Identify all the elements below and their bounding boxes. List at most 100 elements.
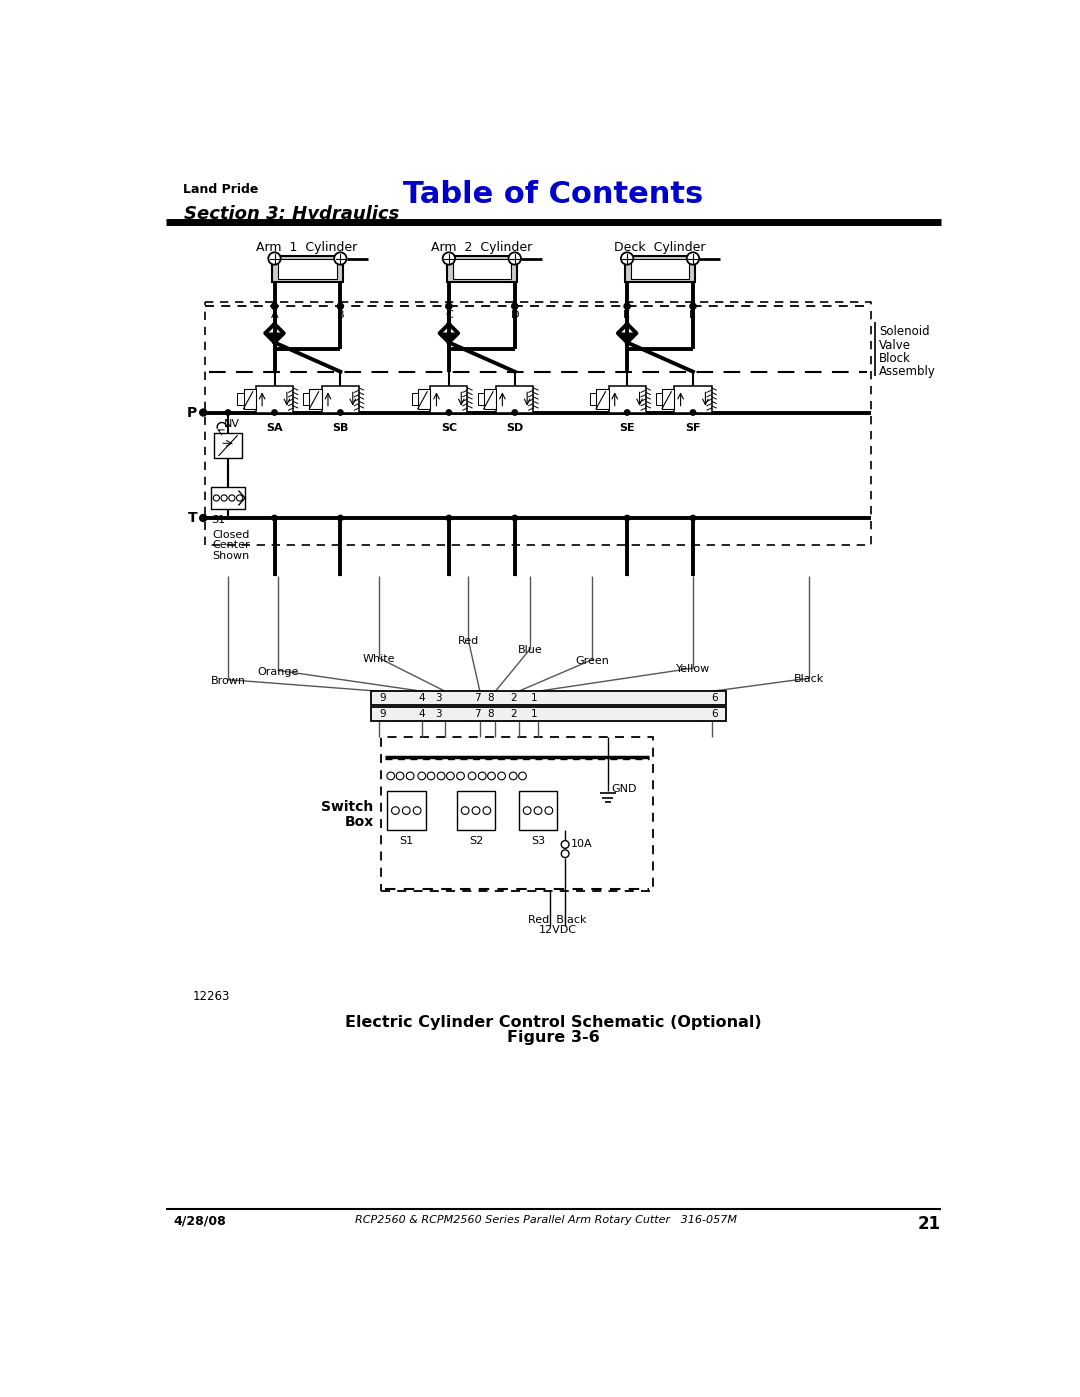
Text: S2: S2 xyxy=(469,835,483,847)
Circle shape xyxy=(229,495,235,502)
Polygon shape xyxy=(266,334,284,342)
Circle shape xyxy=(403,806,410,814)
Text: 2: 2 xyxy=(511,708,517,718)
Circle shape xyxy=(338,515,343,521)
Bar xyxy=(484,390,496,409)
Bar xyxy=(381,738,652,891)
Bar xyxy=(662,390,674,409)
Text: 8: 8 xyxy=(487,708,494,718)
Bar xyxy=(303,393,309,405)
Circle shape xyxy=(624,303,631,309)
Text: 4: 4 xyxy=(418,693,426,703)
Circle shape xyxy=(338,409,343,415)
Text: 4: 4 xyxy=(418,708,426,718)
Circle shape xyxy=(518,773,526,780)
Circle shape xyxy=(624,409,630,415)
Text: 3: 3 xyxy=(435,693,442,703)
Bar xyxy=(256,386,293,412)
Text: NV: NV xyxy=(225,419,240,429)
Bar xyxy=(238,393,243,405)
Text: P: P xyxy=(187,405,197,419)
Circle shape xyxy=(272,515,278,521)
Text: Electric Cylinder Control Schematic (Optional): Electric Cylinder Control Schematic (Opt… xyxy=(346,1014,761,1030)
Text: Section 3: Hydraulics: Section 3: Hydraulics xyxy=(184,204,400,222)
Circle shape xyxy=(545,806,553,814)
Bar xyxy=(453,260,511,278)
Text: Orange: Orange xyxy=(258,666,299,676)
Text: 3: 3 xyxy=(435,708,442,718)
Bar xyxy=(477,393,484,405)
Circle shape xyxy=(268,253,281,264)
Text: 4/28/08: 4/28/08 xyxy=(174,1215,227,1228)
Text: SF: SF xyxy=(685,423,701,433)
Circle shape xyxy=(478,773,486,780)
Bar xyxy=(457,791,496,830)
Circle shape xyxy=(428,773,435,780)
Bar xyxy=(272,256,342,282)
Bar xyxy=(446,256,517,282)
Bar xyxy=(656,393,662,405)
Text: SD: SD xyxy=(507,423,524,433)
Bar xyxy=(596,390,608,409)
Bar xyxy=(211,488,245,509)
Circle shape xyxy=(443,253,455,264)
Circle shape xyxy=(406,773,414,780)
Circle shape xyxy=(446,515,451,521)
Text: 9: 9 xyxy=(380,693,387,703)
Bar xyxy=(309,390,322,409)
Bar xyxy=(430,386,468,412)
Text: Red  Black: Red Black xyxy=(528,915,586,925)
Circle shape xyxy=(469,773,476,780)
Text: S1: S1 xyxy=(400,835,414,847)
Bar xyxy=(243,390,256,409)
Text: Brown: Brown xyxy=(211,676,245,686)
Circle shape xyxy=(621,253,633,264)
Circle shape xyxy=(483,806,490,814)
Circle shape xyxy=(472,806,480,814)
Bar xyxy=(631,260,689,278)
Bar xyxy=(322,386,359,412)
Text: Table of Contents: Table of Contents xyxy=(403,180,704,210)
Text: Closed: Closed xyxy=(213,529,249,539)
Bar xyxy=(372,707,726,721)
Circle shape xyxy=(488,773,496,780)
Text: Deck  Cylinder: Deck Cylinder xyxy=(613,240,705,254)
Bar xyxy=(372,692,726,705)
Circle shape xyxy=(690,515,696,521)
Text: 12VDC: 12VDC xyxy=(538,925,577,936)
Circle shape xyxy=(535,806,542,814)
Circle shape xyxy=(562,849,569,858)
Bar xyxy=(411,393,418,405)
Circle shape xyxy=(510,773,517,780)
Text: S3: S3 xyxy=(531,835,545,847)
Text: Assembly: Assembly xyxy=(879,365,936,377)
Circle shape xyxy=(213,495,219,502)
Circle shape xyxy=(200,409,206,416)
Text: 1: 1 xyxy=(530,708,538,718)
Text: Figure 3-6: Figure 3-6 xyxy=(508,1030,599,1045)
Circle shape xyxy=(624,515,630,521)
Circle shape xyxy=(512,409,517,415)
Circle shape xyxy=(446,773,455,780)
Circle shape xyxy=(200,514,206,521)
Text: D: D xyxy=(511,310,519,320)
Text: Center: Center xyxy=(213,541,251,550)
Circle shape xyxy=(509,253,521,264)
Text: 6: 6 xyxy=(712,708,718,718)
Text: Solenoid: Solenoid xyxy=(879,326,930,338)
Text: Box: Box xyxy=(345,814,374,830)
Text: Blue: Blue xyxy=(518,645,542,655)
Circle shape xyxy=(687,253,699,264)
Circle shape xyxy=(690,409,696,415)
Text: Switch: Switch xyxy=(322,799,374,813)
Text: A: A xyxy=(271,310,279,320)
Polygon shape xyxy=(440,334,458,342)
Text: SE: SE xyxy=(619,423,635,433)
Circle shape xyxy=(221,495,227,502)
Text: White: White xyxy=(363,654,395,665)
Circle shape xyxy=(512,303,517,309)
Text: Yellow: Yellow xyxy=(676,665,711,675)
Circle shape xyxy=(446,303,451,309)
Text: 7: 7 xyxy=(474,693,481,703)
Bar xyxy=(674,386,712,412)
